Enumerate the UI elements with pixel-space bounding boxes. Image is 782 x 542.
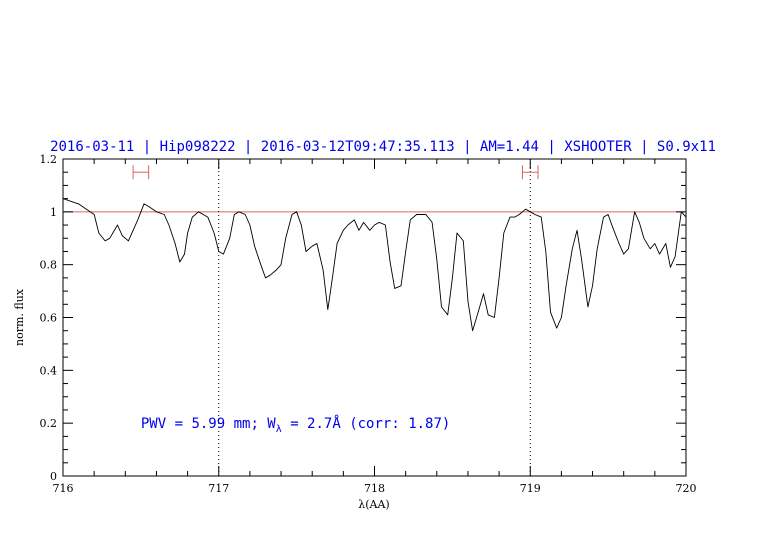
y-tick-label: 0 <box>50 470 57 483</box>
x-tick-label: 719 <box>520 482 541 495</box>
spectrum-line <box>62 198 687 332</box>
x-tick-label: 718 <box>364 482 385 495</box>
x-tick-label: 716 <box>53 482 74 495</box>
plot-area: 716 717 718 719 720 0 0.2 0.4 0.6 0.8 1 1.2 <box>40 153 697 495</box>
x-tick-label: 717 <box>208 482 229 495</box>
pwv-annotation-subscript: λ <box>276 424 282 435</box>
x-tick-label: 720 <box>676 482 697 495</box>
pwv-annotation-rest: = 2.7Å (corr: 1.87) <box>282 415 451 432</box>
chart-title: 2016-03-11 | Hip098222 | 2016-03-12T09:4… <box>50 139 716 155</box>
pwv-annotation: PWV = 5.99 mm; Wλ = 2.7Å (corr: 1.87) <box>141 415 450 435</box>
y-tick-label: 1 <box>50 206 57 219</box>
y-tick-label: 0.4 <box>40 364 58 377</box>
y-tick-label: 1.2 <box>40 153 58 166</box>
x-axis-label: λ(AA) <box>358 498 389 511</box>
y-tick-label: 0.8 <box>40 259 58 272</box>
pwv-annotation-main: PWV = 5.99 mm; W <box>141 416 276 432</box>
y-tick-label: 0.2 <box>40 417 58 430</box>
y-axis-label: norm. flux <box>13 288 26 346</box>
y-tick-label: 0.6 <box>40 312 58 325</box>
